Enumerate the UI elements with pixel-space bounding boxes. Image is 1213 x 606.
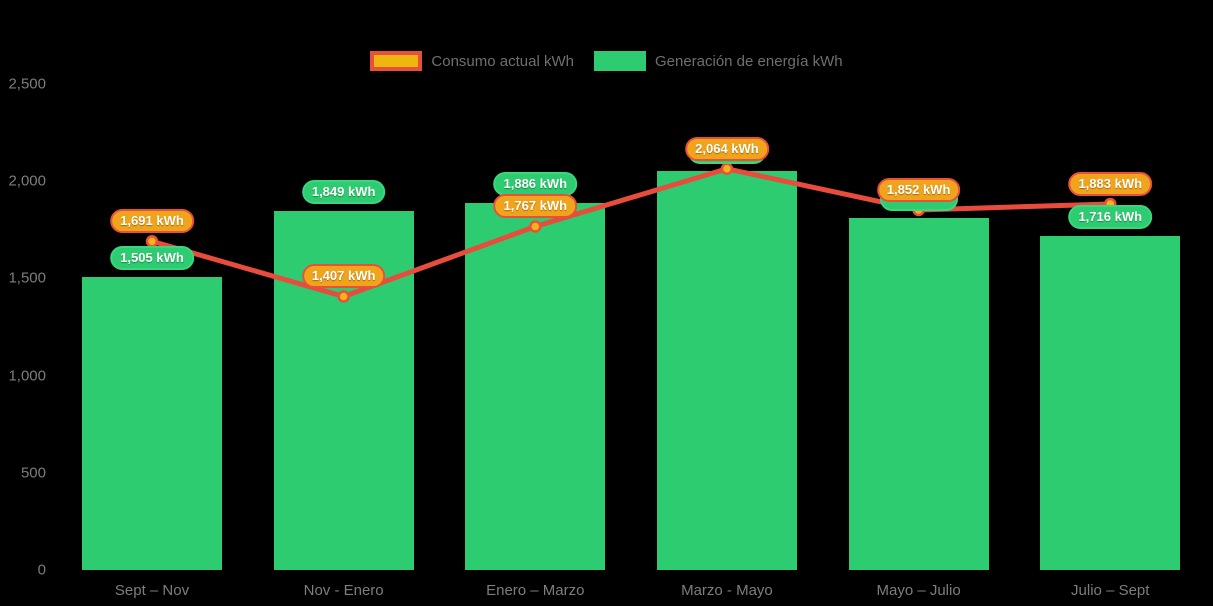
consumption-point[interactable] bbox=[145, 235, 159, 248]
generation-bar[interactable] bbox=[465, 203, 606, 570]
consumption-value-pill[interactable]: 1,852 kWh bbox=[876, 177, 961, 202]
generation-value-pill[interactable]: 1,505 kWh bbox=[110, 246, 194, 271]
legend-label-consumo: Consumo actual kWh bbox=[431, 52, 574, 70]
generation-bar[interactable] bbox=[848, 218, 989, 570]
consumption-value-pill[interactable]: 1,883 kWh bbox=[1068, 171, 1153, 196]
consumption-value-pill[interactable]: 1,407 kWh bbox=[301, 264, 386, 289]
generation-bar[interactable] bbox=[656, 171, 797, 570]
x-axis-label: Nov - Enero bbox=[303, 582, 384, 599]
x-axis-label: Enero – Marzo bbox=[486, 582, 585, 599]
generation-value-pill[interactable]: 1,849 kWh bbox=[301, 179, 386, 204]
generation-bar[interactable] bbox=[1040, 236, 1181, 570]
y-axis-tick-label: 1,500 bbox=[8, 269, 46, 287]
x-axis-label: Sept – Nov bbox=[114, 582, 190, 599]
generation-value-pill[interactable]: 1,886 kWh bbox=[493, 172, 578, 197]
x-axis-label: Mayo – Julio bbox=[876, 582, 961, 599]
legend-item-generacion[interactable]: Generación de energía kWh bbox=[593, 51, 843, 71]
y-axis-tick-label: 2,000 bbox=[8, 172, 46, 190]
x-axis-label: Julio – Sept bbox=[1071, 582, 1150, 599]
consumption-value-pill[interactable]: 1,767 kWh bbox=[493, 194, 578, 219]
legend-item-consumo[interactable]: Consumo actual kWh bbox=[370, 51, 574, 71]
consumption-value-pill[interactable]: 2,064 kWh bbox=[685, 136, 769, 161]
generation-value-pill[interactable]: 1,716 kWh bbox=[1068, 205, 1153, 230]
y-axis-tick-label: 500 bbox=[20, 464, 46, 482]
consumption-value-pill[interactable]: 1,691 kWh bbox=[110, 209, 194, 234]
chart-legend: Consumo actual kWh Generación de energía… bbox=[0, 51, 1213, 71]
legend-swatch-consumo bbox=[370, 51, 423, 71]
y-axis-tick-label: 1,000 bbox=[8, 367, 46, 385]
x-axis-label: Marzo - Mayo bbox=[681, 582, 773, 599]
generation-bar[interactable] bbox=[82, 277, 222, 570]
legend-swatch-generacion bbox=[593, 51, 646, 71]
legend-label-generacion: Generación de energía kWh bbox=[654, 52, 843, 70]
y-axis-tick-label: 0 bbox=[37, 561, 46, 579]
y-axis-tick-label: 2,500 bbox=[8, 75, 46, 93]
